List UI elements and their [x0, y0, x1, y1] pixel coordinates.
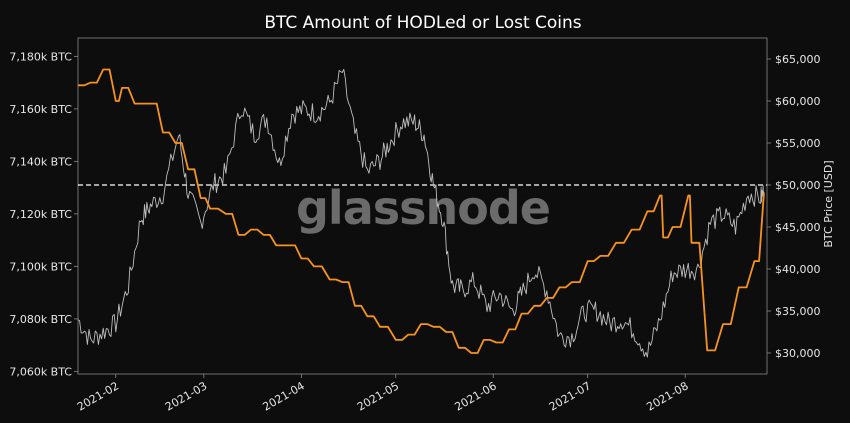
left-tick-label: 7,180k BTC — [9, 50, 72, 63]
right-tick-label: $30,000 — [775, 347, 821, 360]
right-tick-label: $45,000 — [775, 221, 821, 234]
right-tick-label: $35,000 — [775, 305, 821, 318]
right-axis: $30,000 $35,000 $40,000 $45,000 $50,000 $55,0… — [767, 53, 821, 360]
price-series-line — [77, 68, 765, 358]
price-layer — [77, 68, 765, 358]
hodl-series-line — [78, 68, 765, 354]
right-tick-label: $65,000 — [775, 53, 821, 66]
plot-frame — [77, 37, 768, 375]
left-tick-label: 7,160k BTC — [9, 103, 72, 116]
left-tick-label: 7,060k BTC — [9, 365, 72, 378]
chart-title: BTC Amount of HODLed or Lost Coins — [264, 13, 581, 33]
left-tick-label: 7,120k BTC — [9, 208, 72, 221]
right-tick-label: $55,000 — [775, 137, 821, 150]
left-axis: 7,060k BTC 7,080k BTC 7,100k BTC 7,120k BTC… — [9, 50, 78, 378]
right-axis-label: BTC Price [USD] — [822, 160, 835, 247]
left-tick-label: 7,080k BTC — [9, 313, 72, 326]
right-tick-label: $50,000 — [775, 179, 821, 192]
watermark: glassnode — [296, 181, 550, 235]
plot-border — [77, 37, 768, 375]
left-tick-label: 7,140k BTC — [9, 155, 72, 168]
right-tick-label: $40,000 — [775, 263, 821, 276]
right-tick-label: $60,000 — [775, 95, 821, 108]
hodl-layer — [78, 68, 765, 354]
left-tick-label: 7,100k BTC — [9, 260, 72, 273]
